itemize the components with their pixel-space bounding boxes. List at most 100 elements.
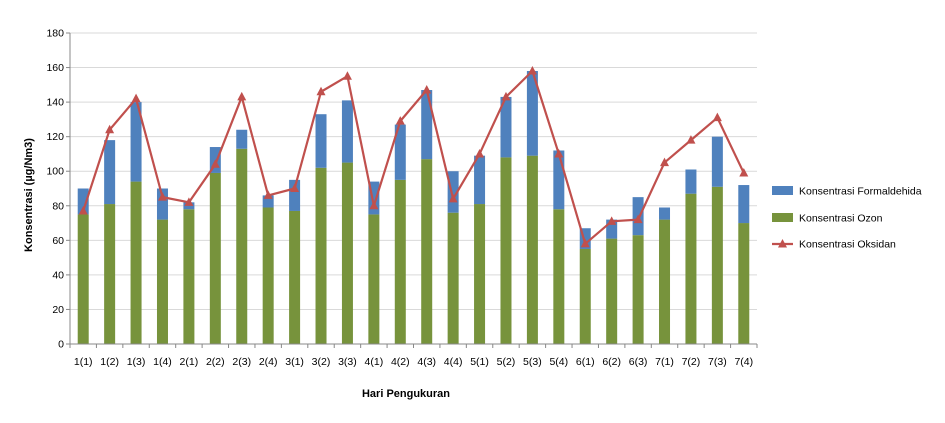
bar-konsentrasi-formaldehida: [394, 124, 406, 180]
y-axis-title: Konsentrasi (µg/Nm3): [23, 138, 35, 252]
x-tick-label: 4(2): [391, 356, 410, 368]
bar-konsentrasi-formaldehida: [156, 188, 168, 220]
bar-konsentrasi-formaldehida: [606, 219, 618, 239]
legend: Konsentrasi Formaldehida Konsentrasi Ozon…: [772, 186, 922, 251]
x-tick-label: 3(1): [285, 356, 304, 368]
x-tick-label: 5(4): [549, 356, 568, 368]
x-tick-label: 1(2): [100, 356, 119, 368]
x-tick-label: 1(4): [153, 356, 172, 368]
bar-konsentrasi-ozon: [632, 235, 644, 344]
bar-konsentrasi-formaldehida: [262, 195, 274, 208]
x-tick-label: 6(2): [602, 356, 621, 368]
bar-konsentrasi-formaldehida: [579, 228, 591, 249]
bar-konsentrasi-formaldehida: [447, 171, 459, 213]
line-layer: [78, 66, 749, 248]
y-tick-label: 180: [46, 28, 64, 40]
bar-konsentrasi-formaldehida: [104, 140, 116, 205]
line-point-marker: [660, 157, 670, 167]
bar-konsentrasi-ozon: [77, 214, 89, 344]
x-tick-label: 3(3): [338, 356, 357, 368]
line-point-marker: [78, 205, 88, 215]
line-point-marker: [712, 112, 722, 122]
bar-konsentrasi-formaldehida: [130, 102, 142, 182]
x-tick-label: 2(1): [180, 356, 199, 368]
x-tick-label: 1(1): [74, 356, 93, 368]
x-tick-label: 4(3): [417, 356, 436, 368]
x-tick-label: 7(4): [734, 356, 753, 368]
line-point-marker: [607, 216, 617, 225]
y-tick-labels: 0 20 40 60 80 100 120 140 160 180: [46, 28, 64, 351]
bar-konsentrasi-ozon: [183, 209, 195, 344]
x-tick-label: 2(4): [259, 356, 278, 368]
line-point-marker: [105, 124, 115, 134]
bar-konsentrasi-ozon: [394, 179, 406, 344]
x-tick-label: 5(1): [470, 356, 489, 368]
gridlines: [70, 32, 757, 345]
bar-konsentrasi-ozon: [156, 219, 168, 344]
bar-konsentrasi-ozon: [368, 214, 380, 344]
y-tick-label: 120: [46, 131, 64, 143]
bar-konsentrasi-formaldehida: [711, 136, 723, 187]
bar-konsentrasi-formaldehida: [315, 114, 327, 168]
bar-konsentrasi-formaldehida: [289, 179, 301, 211]
y-tick-label: 80: [52, 200, 64, 212]
line-point-marker: [369, 200, 379, 210]
bar-konsentrasi-ozon: [421, 159, 433, 344]
axes: [66, 32, 758, 348]
x-tick-label: 1(3): [127, 356, 146, 368]
x-tick-label: 5(2): [497, 356, 516, 368]
bar-konsentrasi-ozon: [474, 204, 486, 344]
bar-konsentrasi-ozon: [289, 210, 301, 344]
bar-konsentrasi-formaldehida: [738, 185, 750, 224]
line-point-marker: [686, 135, 696, 144]
legend-marker: [778, 239, 787, 248]
line-point-marker: [290, 183, 300, 192]
x-axis-title: Hari Pengukuran: [362, 388, 450, 400]
x-tick-label: 2(3): [232, 356, 251, 368]
y-tick-label: 140: [46, 97, 64, 109]
line-point-marker: [342, 71, 352, 80]
line-point-marker: [157, 192, 167, 201]
bar-konsentrasi-ozon: [104, 204, 116, 344]
bar-konsentrasi-formaldehida: [368, 181, 380, 215]
bar-konsentrasi-ozon: [606, 238, 618, 344]
x-tick-label: 5(3): [523, 356, 542, 368]
line-point-marker: [475, 148, 485, 158]
bar-konsentrasi-ozon: [447, 212, 459, 344]
line-point-marker: [633, 214, 643, 224]
bar-konsentrasi-ozon: [341, 162, 353, 344]
legend-label: Konsentrasi Oksidan: [799, 239, 896, 251]
y-tick-label: 20: [52, 304, 64, 316]
x-tick-label: 7(1): [655, 356, 674, 368]
x-tick-label: 4(1): [365, 356, 384, 368]
line-point-marker: [184, 197, 194, 206]
bar-konsentrasi-formaldehida: [659, 207, 671, 220]
line-point-marker: [263, 190, 273, 199]
bar-konsentrasi-ozon: [685, 193, 697, 344]
bar-konsentrasi-formaldehida: [77, 188, 89, 215]
line-point-marker: [237, 91, 247, 101]
line-point-marker: [395, 116, 405, 125]
line-point-marker: [316, 86, 326, 96]
line-point-marker: [739, 167, 749, 177]
line-point-marker: [210, 159, 220, 168]
bar-konsentrasi-formaldehida: [421, 90, 433, 160]
legend-swatch: [772, 213, 793, 222]
bar-konsentrasi-formaldehida: [526, 71, 538, 156]
bar-konsentrasi-formaldehida: [474, 155, 486, 205]
y-tick-label: 60: [52, 235, 64, 247]
bar-konsentrasi-ozon: [130, 181, 142, 344]
x-tick-label: 6(1): [576, 356, 595, 368]
bar-konsentrasi-ozon: [209, 172, 221, 344]
line-point-marker: [580, 238, 590, 248]
bar-konsentrasi-ozon: [526, 155, 538, 344]
x-tick-label: 7(3): [708, 356, 727, 368]
bar-konsentrasi-ozon: [262, 207, 274, 344]
x-tick-label: 4(4): [444, 356, 463, 368]
x-tick-label: 7(2): [682, 356, 701, 368]
line-point-marker: [448, 193, 458, 203]
x-tick-label: 6(3): [629, 356, 648, 368]
legend-label: Konsentrasi Formaldehida: [799, 186, 922, 198]
bar-konsentrasi-formaldehida: [553, 150, 565, 210]
